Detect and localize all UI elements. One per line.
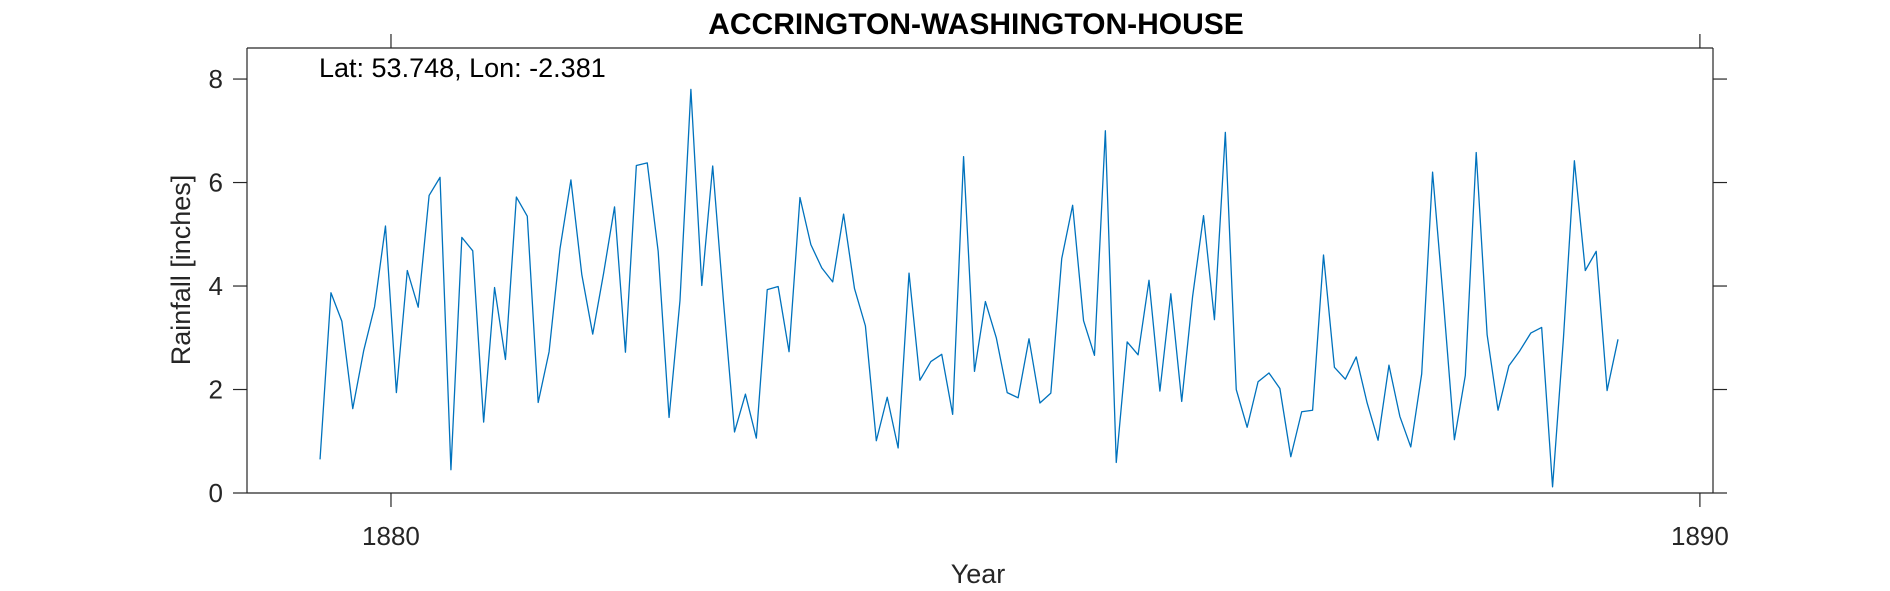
plot-frame (246, 47, 1714, 494)
y-axis-label: Rainfall [inches] (166, 175, 196, 366)
chart-title: ACCRINGTON-WASHINGTON-HOUSE (708, 8, 1244, 41)
location-annotation: Lat: 53.748, Lon: -2.381 (319, 53, 606, 83)
y-tick-label-4: 8 (209, 64, 223, 94)
y-tick-label-2: 4 (209, 271, 223, 301)
y-tick-label-3: 6 (209, 168, 223, 198)
y-ticks: 0 2 4 6 8 (209, 64, 1727, 508)
series-group (319, 88, 1619, 488)
y-tick-label-1: 2 (209, 375, 223, 405)
x-axis-label: Year (951, 559, 1006, 589)
x-tick-label-1: 1890 (1671, 521, 1729, 551)
y-tick-label-0: 0 (209, 478, 223, 508)
rainfall-series-line-0 (319, 88, 1619, 488)
x-tick-label-0: 1880 (362, 521, 420, 551)
x-ticks: 1880 1890 (362, 34, 1729, 551)
